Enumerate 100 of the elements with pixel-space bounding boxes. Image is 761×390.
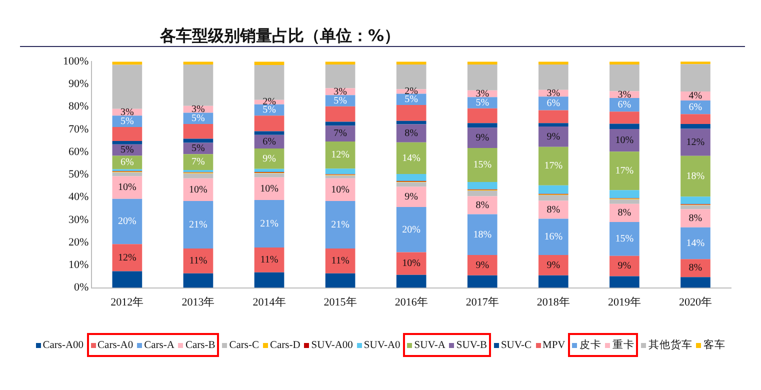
data-label: 9% <box>618 260 632 272</box>
data-label: 9% <box>262 153 276 164</box>
legend-label: Cars-D <box>270 340 300 350</box>
bar <box>396 186 426 208</box>
data-label: 5% <box>476 97 490 108</box>
y-tick-label: 70% <box>68 123 89 136</box>
bar <box>325 200 356 248</box>
bar <box>183 154 214 170</box>
bar <box>467 182 498 190</box>
bar <box>467 64 498 90</box>
bar <box>680 209 710 228</box>
data-label: 3% <box>192 104 205 115</box>
data-label: 18% <box>473 229 492 240</box>
bar <box>680 124 710 129</box>
data-label: 10% <box>615 134 634 146</box>
bar <box>325 126 356 142</box>
data-label: 6% <box>618 99 632 110</box>
y-tick-label: 30% <box>68 214 89 226</box>
legend-label: SUV-A00 <box>311 340 353 350</box>
data-label: 15% <box>615 234 634 245</box>
data-label: 5% <box>120 116 134 127</box>
bar <box>325 248 356 274</box>
legend-label: MPV <box>542 340 566 350</box>
legend-label: Cars-A00 <box>42 340 84 350</box>
bar <box>396 182 426 187</box>
data-label: 8% <box>476 200 490 211</box>
y-tick-label: 80% <box>68 100 89 113</box>
data-label: 6% <box>546 98 560 110</box>
bar <box>112 62 142 65</box>
bar <box>610 129 640 152</box>
legend-label: 其他货车 <box>648 338 692 352</box>
bar <box>538 126 568 147</box>
bar <box>254 131 284 135</box>
bar <box>325 168 356 174</box>
data-label: 20% <box>402 224 421 236</box>
x-tick-label: 2015年 <box>324 296 357 308</box>
data-label: 10% <box>331 184 350 196</box>
bar <box>112 198 142 244</box>
bar <box>610 256 640 276</box>
bar <box>610 190 640 198</box>
bar <box>183 64 214 106</box>
bar <box>254 248 284 272</box>
bar <box>325 122 356 126</box>
legend-label: 重卡 <box>612 338 634 352</box>
y-tick-label: 40% <box>68 191 89 204</box>
bar <box>610 222 640 256</box>
bar <box>538 255 568 276</box>
y-tick-label: 90% <box>68 78 89 90</box>
data-label: 21% <box>331 219 350 230</box>
legend-label: SUV-A0 <box>364 340 400 350</box>
data-label: 10% <box>189 184 208 196</box>
data-label: 3% <box>476 88 490 100</box>
bar <box>183 173 214 178</box>
bar <box>325 64 356 88</box>
data-label: 21% <box>189 219 208 230</box>
y-tick-label: 10% <box>68 259 89 272</box>
bar <box>680 259 710 278</box>
bar <box>467 190 498 196</box>
data-label: 18% <box>686 170 705 182</box>
data-label: 9% <box>404 191 418 202</box>
bar <box>680 114 710 124</box>
data-label: 12% <box>331 150 350 161</box>
data-label: 12% <box>686 136 705 148</box>
data-label: 5% <box>192 143 205 154</box>
data-label: 3% <box>120 106 134 118</box>
bar <box>112 140 142 144</box>
data-label: 7% <box>192 156 205 168</box>
data-label: 8% <box>546 204 560 216</box>
bar <box>610 124 640 130</box>
bar <box>538 123 568 127</box>
data-label: 20% <box>118 216 136 228</box>
bar <box>112 126 142 141</box>
bar <box>112 172 142 176</box>
x-tick-label: 2014年 <box>252 296 286 308</box>
bar <box>538 195 568 201</box>
chart-title: 各车型级别销量占比（单位：%） <box>160 26 400 47</box>
bar <box>680 64 710 92</box>
bar <box>467 148 498 182</box>
bar <box>396 105 426 121</box>
bar <box>254 168 284 172</box>
bar <box>254 116 284 132</box>
data-label: 7% <box>334 128 347 140</box>
x-tick-label: 2020年 <box>678 296 712 308</box>
data-label: 21% <box>260 218 278 230</box>
x-tick-label: 2016年 <box>394 296 428 308</box>
legend-label: Cars-A0 <box>98 340 134 350</box>
x-tick-label: 2018年 <box>536 296 570 308</box>
y-tick-label: 20% <box>68 236 89 248</box>
bar <box>254 173 284 178</box>
bar <box>325 175 356 178</box>
data-label: 8% <box>688 212 702 224</box>
data-label: 9% <box>546 131 560 142</box>
y-tick-label: 0% <box>74 282 89 294</box>
data-label: 9% <box>476 132 490 144</box>
data-label: 4% <box>688 90 702 102</box>
data-label: 11% <box>331 256 350 267</box>
y-tick-label: 60% <box>68 146 89 158</box>
bar <box>610 64 640 92</box>
legend-label: SUV-A <box>414 340 446 350</box>
data-label: 9% <box>476 260 490 271</box>
